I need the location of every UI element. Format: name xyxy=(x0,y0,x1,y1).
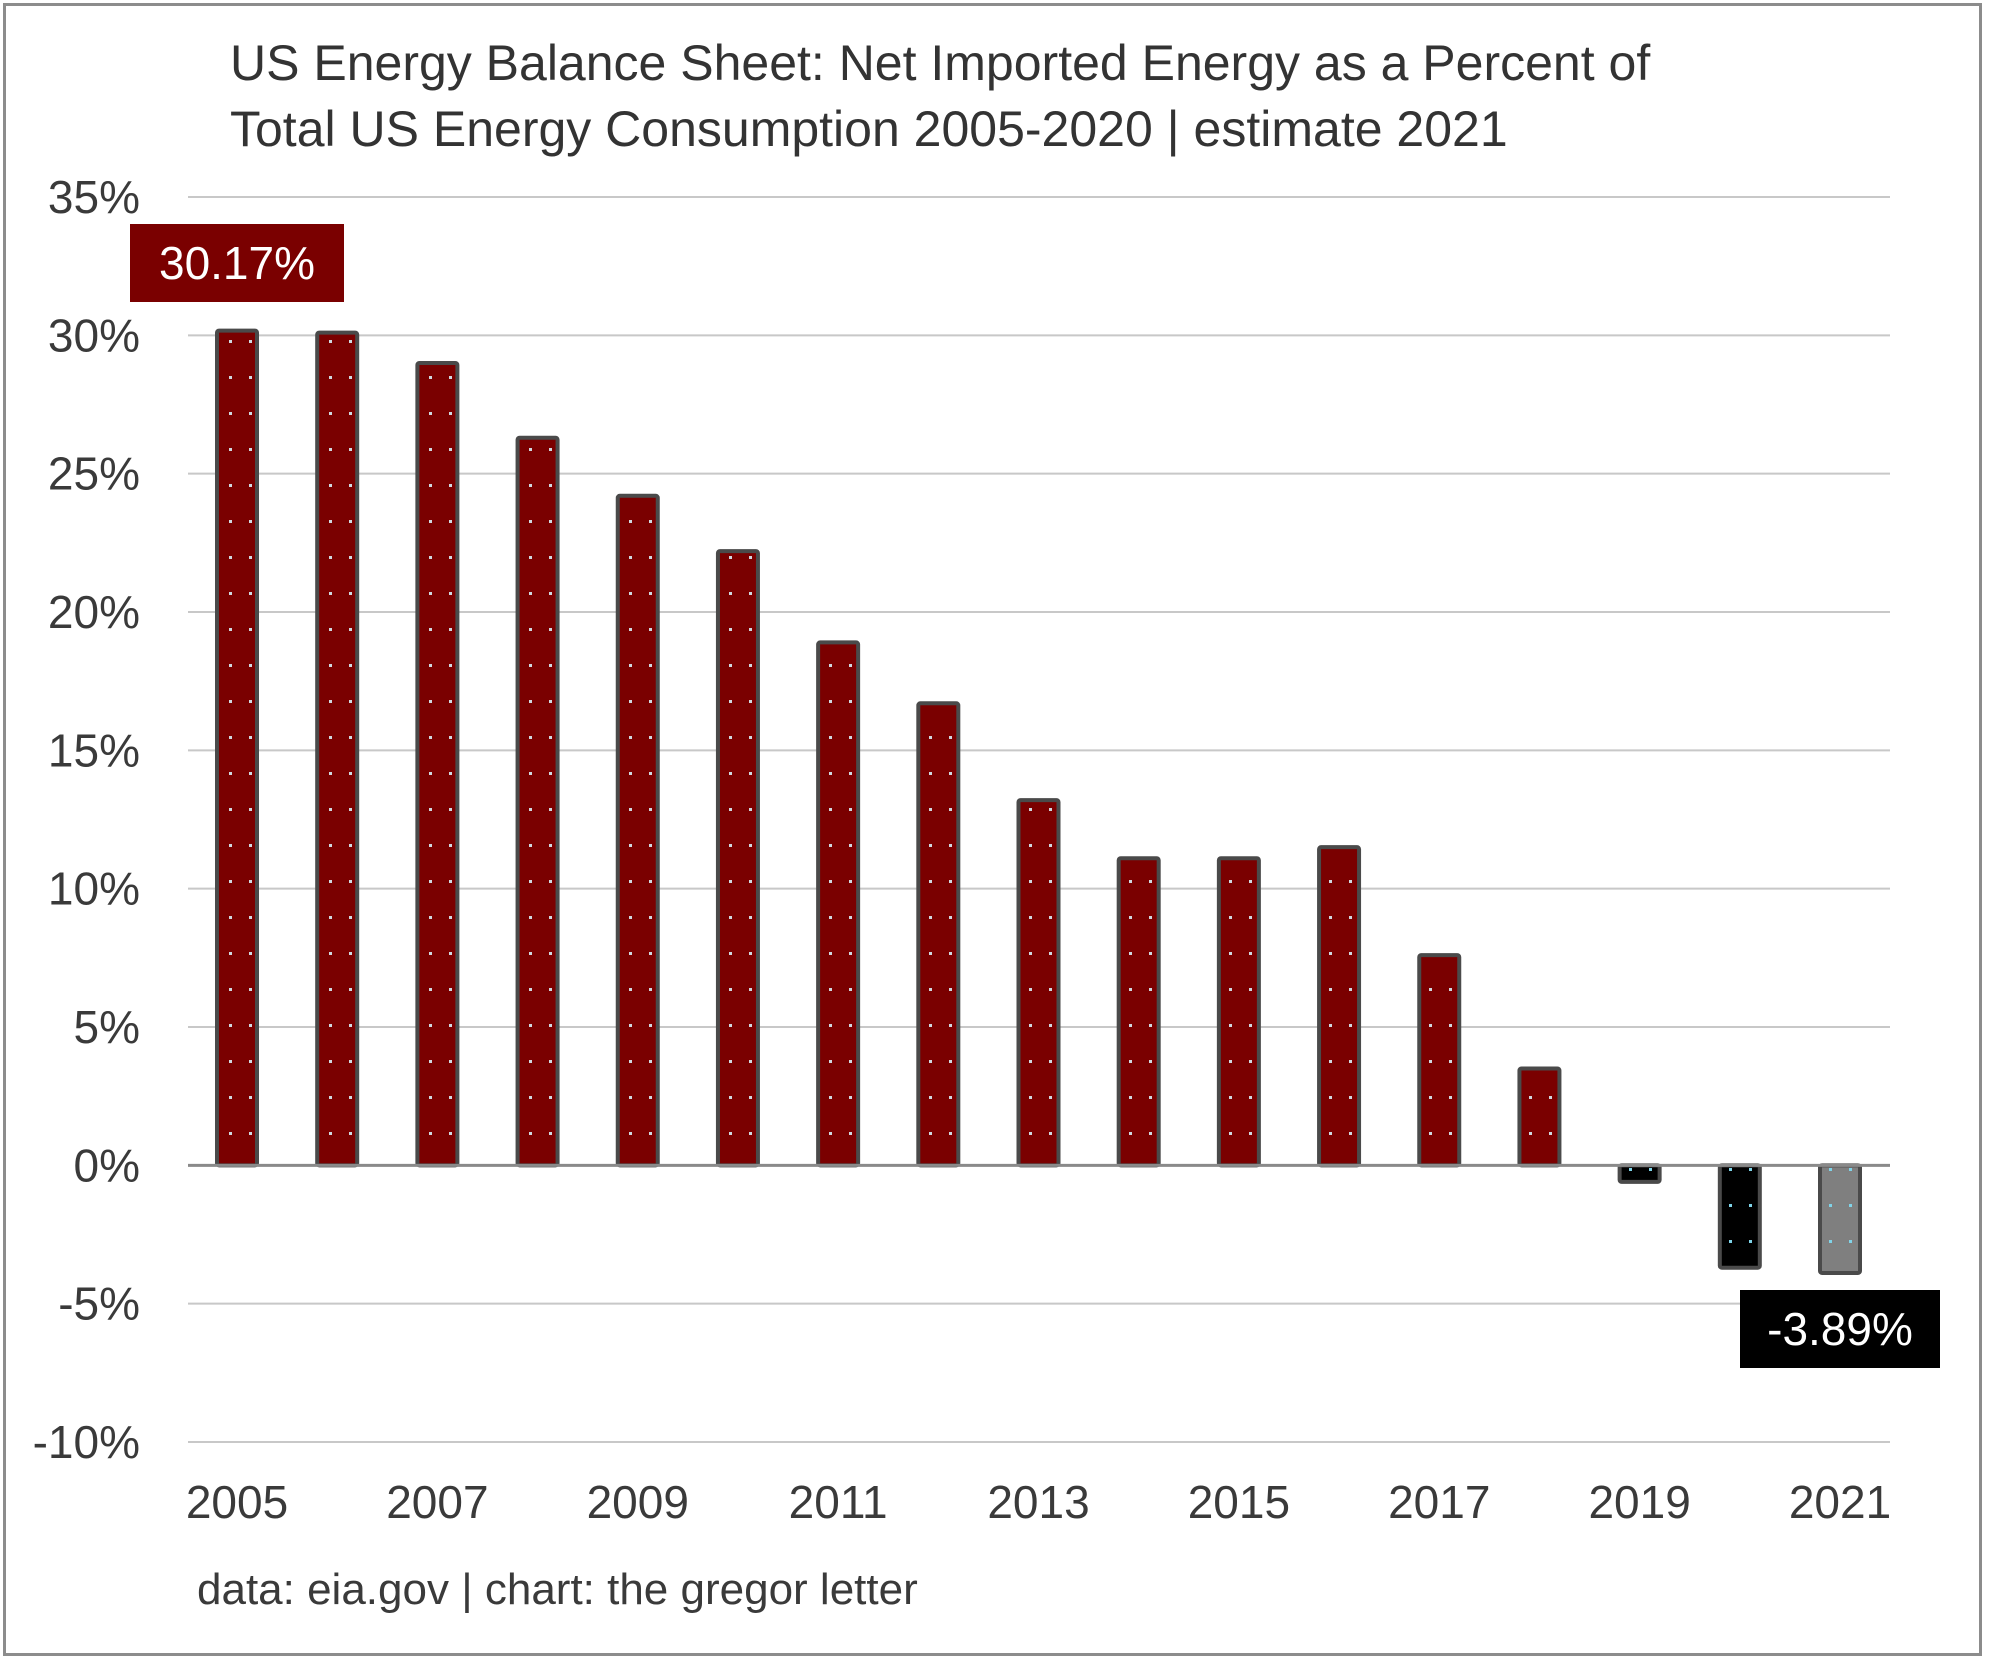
y-tick-label: 10% xyxy=(48,863,140,915)
callout-box xyxy=(130,224,344,302)
x-tick-label: 2019 xyxy=(1588,1476,1690,1528)
y-tick-label: 20% xyxy=(48,586,140,638)
y-tick-label: 25% xyxy=(48,448,140,500)
bar-2016 xyxy=(1317,845,1362,1168)
x-tick-label: 2005 xyxy=(186,1476,288,1528)
gridlines xyxy=(188,196,1890,1443)
callout-text: -3.89% xyxy=(1767,1303,1913,1355)
chart-frame xyxy=(3,3,1982,1656)
x-axis-tick-labels: 2005 2007 2009 2011 2013 2015 2017 2019 2021 xyxy=(186,1476,1891,1528)
bar-dot-texture xyxy=(920,705,957,1164)
y-tick-label: 5% xyxy=(74,1001,140,1053)
bar-2018 xyxy=(1517,1066,1562,1168)
y-tick-label: -10% xyxy=(33,1416,140,1468)
bar-dot-texture xyxy=(419,365,456,1164)
bar-2017 xyxy=(1417,953,1462,1168)
bar-2014 xyxy=(1116,856,1161,1168)
bar-dot-texture xyxy=(1621,1167,1658,1180)
chart-title-line-1: US Energy Balance Sheet: Net Imported En… xyxy=(230,35,1650,91)
callout-2005: 30.17% xyxy=(130,224,344,302)
bar-2020 xyxy=(1717,1163,1762,1270)
bar-dot-texture xyxy=(1421,957,1458,1164)
x-tick-label: 2017 xyxy=(1388,1476,1490,1528)
x-tick-label: 2011 xyxy=(789,1476,888,1528)
callout-box xyxy=(1740,1290,1940,1368)
bar-dot-texture xyxy=(1822,1167,1858,1271)
y-tick-label: 35% xyxy=(48,171,140,223)
y-axis-tick-labels: 35% 30% 25% 20% 15% 10% 5% 0% -5% -10% xyxy=(33,171,140,1468)
bar-2013 xyxy=(1016,798,1061,1168)
bar-2012 xyxy=(916,701,961,1168)
bar-dot-texture xyxy=(1321,849,1358,1164)
chart-title-line-2: Total US Energy Consumption 2005-2020 | … xyxy=(230,101,1508,157)
chart-title: US Energy Balance Sheet: Net Imported En… xyxy=(230,35,1650,157)
x-tick-label: 2013 xyxy=(987,1476,1089,1528)
y-tick-label: -5% xyxy=(58,1278,140,1330)
value-callouts: 30.17% -3.89% xyxy=(130,224,1940,1368)
bar-2009 xyxy=(615,493,660,1168)
bar-dot-texture xyxy=(1020,802,1057,1164)
bar-dot-texture xyxy=(319,334,356,1164)
bar-2006 xyxy=(315,330,360,1168)
bar-2010 xyxy=(715,549,760,1168)
bar-2021 xyxy=(1818,1163,1862,1275)
bar-dot-texture xyxy=(1521,1070,1558,1164)
bars xyxy=(215,328,1862,1275)
bar-2019 xyxy=(1617,1163,1662,1184)
source-note: data: eia.gov | chart: the gregor letter xyxy=(197,1565,918,1614)
bar-dot-texture xyxy=(619,497,656,1164)
bar-dot-texture xyxy=(719,553,756,1164)
bar-dot-texture xyxy=(1120,860,1157,1164)
x-tick-label: 2015 xyxy=(1188,1476,1290,1528)
y-tick-label: 30% xyxy=(48,309,140,361)
bar-dot-texture xyxy=(820,644,857,1164)
y-tick-label: 15% xyxy=(48,724,140,776)
bar-dot-texture xyxy=(519,439,556,1164)
x-tick-label: 2007 xyxy=(386,1476,488,1528)
x-tick-label: 2021 xyxy=(1789,1476,1891,1528)
y-tick-label: 0% xyxy=(74,1139,140,1191)
bar-2007 xyxy=(415,361,460,1168)
bar-dot-texture xyxy=(1721,1167,1758,1266)
x-tick-label: 2009 xyxy=(587,1476,689,1528)
bar-2008 xyxy=(515,435,560,1168)
callout-2021: -3.89% xyxy=(1740,1290,1940,1368)
bar-dot-texture xyxy=(1220,860,1257,1164)
callout-text: 30.17% xyxy=(159,237,315,289)
bar-dot-texture xyxy=(219,332,255,1164)
bar-2015 xyxy=(1216,856,1261,1168)
bar-2005 xyxy=(215,328,259,1168)
bar-2011 xyxy=(816,640,861,1168)
